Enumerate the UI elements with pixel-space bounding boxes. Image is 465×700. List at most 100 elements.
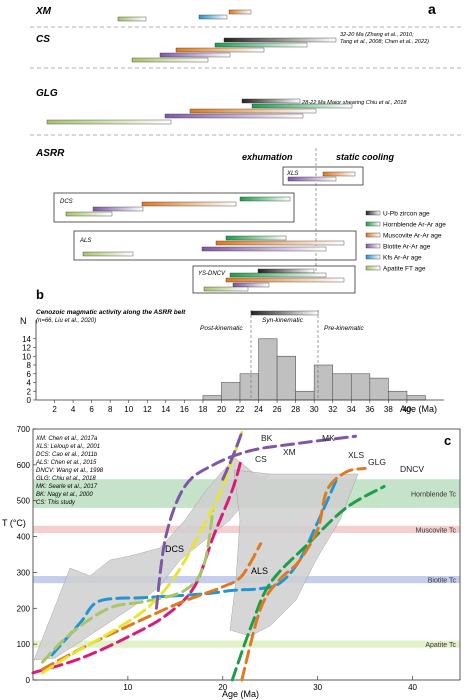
hist-x-tick-label: 6 <box>89 405 94 414</box>
group-label-xls: XLS <box>286 171 298 177</box>
hist-y-tick-label: 2 <box>27 387 32 396</box>
glg-note: 28-22 Ma Major shearing Chiu et al., 201… <box>301 100 407 106</box>
curve-label: CS <box>255 454 267 464</box>
reference-entry: BK: Nagy et al., 2000 <box>36 492 93 498</box>
group-box-ysdncv <box>192 265 356 294</box>
age-bar <box>175 47 265 53</box>
hist-subtitle: (n=66, Liu et al., 2020) <box>36 318 96 324</box>
legend-swatch <box>365 243 381 249</box>
closure-band-label: Hornblende Tc <box>411 492 457 499</box>
panel-a: a XM CS GLG ASRR 32-20 Ma (Zhang et al.,… <box>30 1 462 294</box>
section-label-cs: CS <box>36 34 50 45</box>
hist-bar <box>276 355 296 401</box>
age-bar <box>46 119 172 125</box>
tt-y-tick-label: 700 <box>17 425 31 434</box>
syn-kinematic-bar <box>250 310 319 316</box>
hist-x-tick-label: 14 <box>161 405 170 414</box>
hist-x-tick-label: 22 <box>236 405 245 414</box>
age-bar <box>189 108 317 114</box>
age-bar <box>223 37 337 43</box>
hist-bar <box>350 373 371 401</box>
hist-ylabel: N <box>20 316 27 326</box>
phase-static-cooling: static cooling <box>336 152 395 162</box>
hist-x-tick-label: 12 <box>143 405 152 414</box>
reference-entry: DNCV: Wang et al., 1998 <box>36 468 104 474</box>
group-box-als <box>73 230 357 261</box>
reference-entry: CS: This study <box>36 500 76 506</box>
age-bar <box>201 246 327 252</box>
tt-ylabel: T (°C) <box>2 518 26 528</box>
age-bar <box>203 286 249 292</box>
group-box-xls <box>282 166 364 186</box>
tt-curve <box>221 431 244 481</box>
panel-c: Hornblende Tc Muscovite Tc Biotite Tc Apati… <box>2 425 461 699</box>
tt-curve <box>154 434 358 610</box>
section-label-xm: XM <box>35 6 52 17</box>
age-bar <box>232 282 270 288</box>
legend-swatch <box>365 210 381 216</box>
panel-b: b Cenozoic magmatic activity along the A… <box>20 287 444 414</box>
section-label-glg: GLG <box>36 88 58 99</box>
hist-x-tick-label: 20 <box>217 405 226 414</box>
age-bar <box>257 268 315 274</box>
hist-xlabel: Age (Ma) <box>400 404 437 414</box>
hist-x-tick-label: 26 <box>273 405 282 414</box>
hist-x-tick-label: 28 <box>291 405 300 414</box>
hist-bar <box>406 395 426 401</box>
curve-label: DNCV <box>400 464 424 474</box>
age-bar <box>215 240 345 246</box>
reference-entry: XLS: Leloup et al., 2001 <box>35 444 100 450</box>
tt-y-tick-label: 500 <box>17 497 31 506</box>
tt-x-tick-label: 40 <box>408 683 417 692</box>
reference-entry: ALS: Chen et al., 2015 <box>35 460 97 466</box>
hist-y-tick-label: 10 <box>22 352 31 361</box>
hist-bar <box>258 338 278 401</box>
cs-note-line-2: Tang et al., 2008; Chen et al., 2022) <box>340 39 429 45</box>
hist-bar <box>202 395 222 401</box>
group-label-ysdncv: YS-DNCV <box>198 271 226 277</box>
hist-bar <box>369 377 389 401</box>
age-bar <box>131 57 209 63</box>
age-bars <box>46 9 356 292</box>
tt-y-tick-label: 0 <box>26 676 31 685</box>
tt-x-tick-label: 30 <box>313 683 322 692</box>
closure-band-label: Muscovite Tc <box>416 527 457 534</box>
tt-y-tick-label: 200 <box>17 604 31 613</box>
age-bar <box>198 14 228 20</box>
tt-curve <box>41 431 244 675</box>
reference-entry: XM: Chen et al., 2017a <box>35 436 98 442</box>
age-bar <box>92 206 144 212</box>
cs-note-line-1: 32-20 Ma (Zhang et al., 2010; <box>340 32 414 38</box>
tt-x-tick-label: 10 <box>123 683 132 692</box>
legend-swatch <box>365 232 381 238</box>
hist-x-tick-label: 34 <box>347 405 356 414</box>
section-label-asrr: ASRR <box>35 148 65 159</box>
legend-label: U-Pb zircon age <box>383 211 430 218</box>
age-bar <box>322 171 356 177</box>
age-bar <box>225 277 345 283</box>
tt-curve <box>240 466 367 682</box>
age-bar <box>117 16 147 22</box>
age-bar <box>159 52 231 58</box>
hist-y-tick-label: 6 <box>27 370 32 379</box>
hist-x-tick-label: 36 <box>365 405 374 414</box>
group-box-dcs <box>53 192 295 223</box>
hist-x-tick-label: 4 <box>71 405 76 414</box>
tt-y-tick-label: 600 <box>17 461 31 470</box>
region-label-als: ALS <box>251 566 268 576</box>
hist-x-tick-label: 24 <box>254 405 263 414</box>
tt-y-tick-label: 100 <box>17 640 31 649</box>
curve-label: XM <box>283 447 296 457</box>
tt-y-tick-label: 400 <box>17 533 31 542</box>
reference-list: XM: Chen et al., 2017a XLS: Leloup et al.… <box>35 436 104 506</box>
tt-curves <box>31 431 386 682</box>
hist-x-tick-label: 8 <box>108 405 113 414</box>
tt-xlabel: Age (Ma) <box>222 689 259 699</box>
hist-y-tick-label: 14 <box>22 335 31 344</box>
hist-y-tick-label: 0 <box>27 396 32 405</box>
hist-y-tick-label: 4 <box>27 379 32 388</box>
tt-curve <box>41 506 215 664</box>
pre-kinematic-label: Pre-kinematic <box>324 325 364 332</box>
age-bar <box>229 272 327 278</box>
